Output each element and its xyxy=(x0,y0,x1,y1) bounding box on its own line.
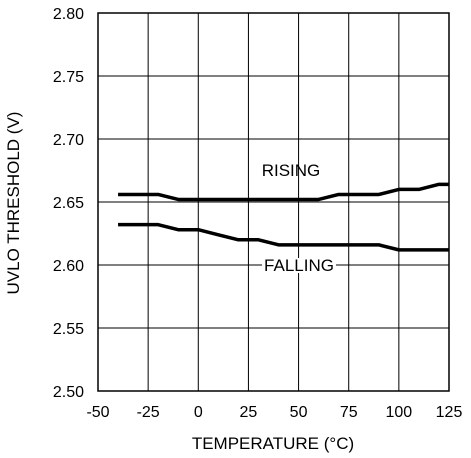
x-axis-label: TEMPERATURE (°C) xyxy=(192,434,354,453)
x-tick-label: -50 xyxy=(86,404,109,421)
x-tick-label: 125 xyxy=(436,404,463,421)
series-layer xyxy=(118,182,449,273)
x-tick-label: 0 xyxy=(194,404,203,421)
falling-label-background xyxy=(262,258,336,273)
x-tick-label: 50 xyxy=(290,404,308,421)
series-line-rising xyxy=(118,182,449,202)
y-tick-label: 2.70 xyxy=(53,132,84,149)
x-tick-label: -25 xyxy=(137,404,160,421)
y-tick-label: 2.65 xyxy=(53,195,84,212)
y-tick-label: 2.55 xyxy=(53,321,84,338)
y-tick-label: 2.60 xyxy=(53,258,84,275)
y-axis-label: UVLO THRESHOLD (V) xyxy=(4,112,23,295)
series-label-rising: RISING xyxy=(262,161,321,180)
series-label-falling: FALLING xyxy=(264,256,334,275)
y-tick-label: 2.80 xyxy=(53,6,84,23)
x-tick-label: 75 xyxy=(340,404,358,421)
x-tick-label: 100 xyxy=(386,404,413,421)
y-tick-label: 2.75 xyxy=(53,69,84,86)
series-line-falling xyxy=(118,222,449,252)
tick-labels: -50 -25 0 25 50 75 100 125 2.50 2.55 2.60 2.65 2.70 2… xyxy=(53,6,463,421)
y-tick-label: 2.50 xyxy=(53,384,84,401)
grid-lines xyxy=(98,13,449,391)
x-tick-label: 25 xyxy=(240,404,258,421)
